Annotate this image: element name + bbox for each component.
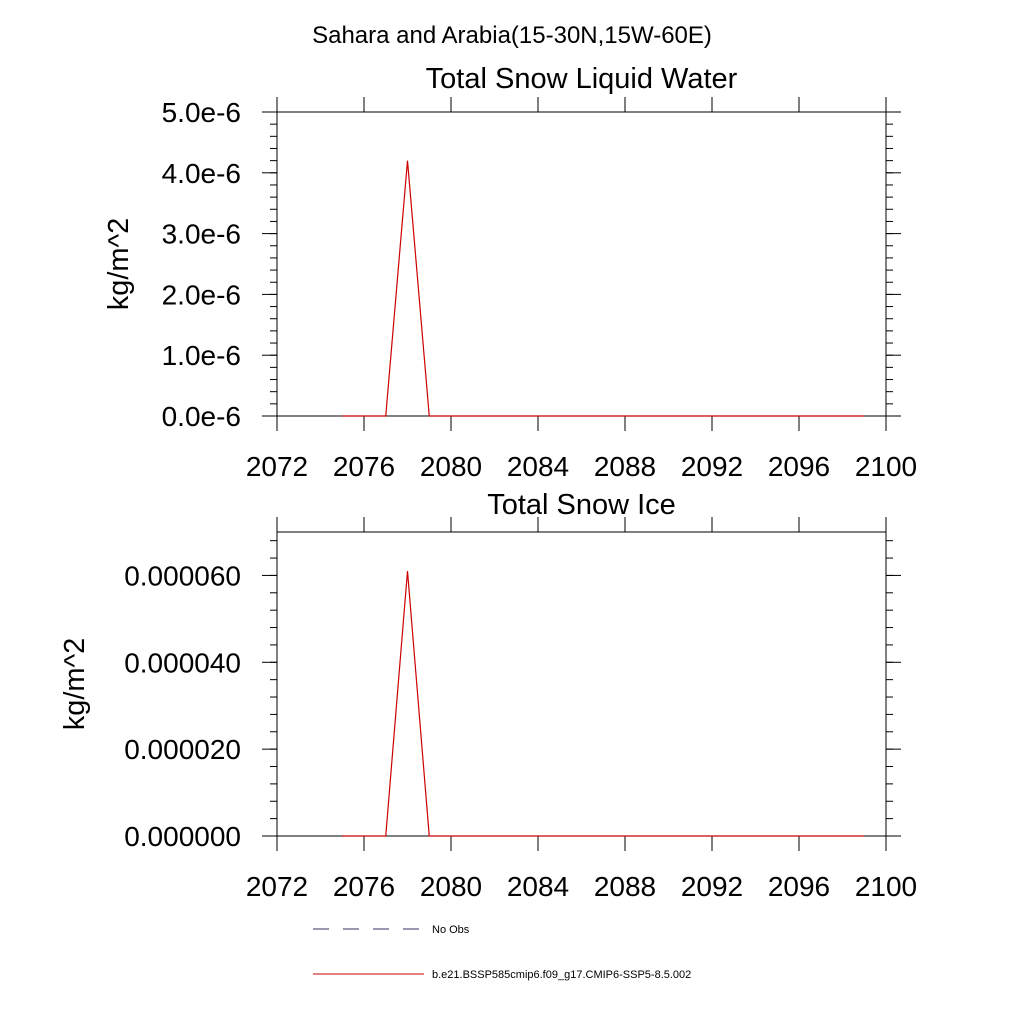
- y-tick-label: 0.000020: [124, 734, 241, 765]
- panel-title: Total Snow Liquid Water: [426, 63, 738, 95]
- y-tick-label: 5.0e-6: [162, 97, 241, 128]
- y-tick-label: 0.000000: [124, 821, 241, 852]
- chart-panel-snow-liquid-water: Total Snow Liquid Water kg/m^2 2072 2076 208…: [103, 63, 917, 482]
- x-tick-label: 2080: [420, 871, 482, 902]
- x-tick-label: 2072: [246, 451, 308, 482]
- y-tick-label: 1.0e-6: [162, 340, 241, 371]
- x-tick-label: 2084: [507, 871, 569, 902]
- chart-panel-snow-ice: Total Snow Ice kg/m^2 2072 2076 2080 2084 2088…: [59, 489, 917, 902]
- legend: No Obs b.e21.BSSP585cmip6.f09_g17.CMIP6-S…: [313, 924, 691, 981]
- x-tick-label: 2080: [420, 451, 482, 482]
- x-tick-label: 2096: [768, 451, 830, 482]
- x-tick-label: 2076: [333, 451, 395, 482]
- x-tick-label: 2084: [507, 451, 569, 482]
- x-tick-label: 2076: [333, 871, 395, 902]
- plot-frame: [276, 531, 887, 837]
- x-tick-label: 2100: [855, 871, 917, 902]
- x-tick-label: 2100: [855, 451, 917, 482]
- y-tick-label: 2.0e-6: [162, 279, 241, 310]
- x-tick-label: 2092: [681, 451, 743, 482]
- legend-label: No Obs: [432, 924, 470, 936]
- y-axis-label: kg/m^2: [59, 638, 91, 731]
- y-tick-label: 3.0e-6: [162, 219, 241, 250]
- plot-frame: [276, 111, 887, 417]
- x-tick-label: 2096: [768, 871, 830, 902]
- x-tick-label: 2092: [681, 871, 743, 902]
- series-line: [342, 160, 865, 417]
- legend-label: b.e21.BSSP585cmip6.f09_g17.CMIP6-SSP5-8.…: [432, 969, 691, 981]
- x-tick-label: 2088: [594, 451, 656, 482]
- figure-suptitle: Sahara and Arabia(15-30N,15W-60E): [312, 22, 712, 49]
- y-tick-label: 0.000060: [124, 560, 241, 591]
- series-line: [342, 571, 865, 837]
- y-tick-label: 0.0e-6: [162, 401, 241, 432]
- panel-title: Total Snow Ice: [487, 489, 676, 521]
- x-tick-label: 2072: [246, 871, 308, 902]
- y-tick-label: 0.000040: [124, 647, 241, 678]
- x-tick-label: 2088: [594, 871, 656, 902]
- y-tick-label: 4.0e-6: [162, 158, 241, 189]
- y-axis-label: kg/m^2: [103, 218, 135, 311]
